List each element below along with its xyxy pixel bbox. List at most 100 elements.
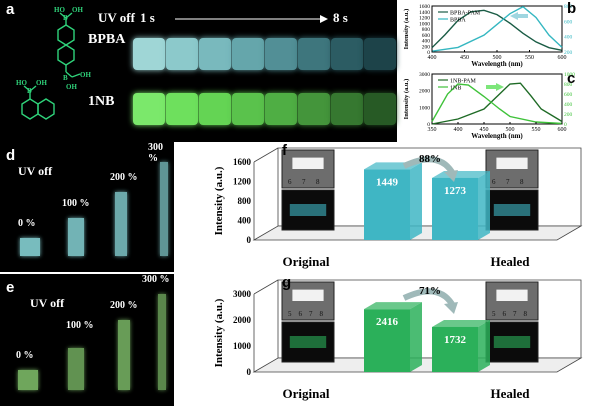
onb-square-6 [298,93,330,125]
ruler-digit: 5 [492,310,496,318]
ruler-digit: 6 [299,310,303,318]
onb-square-7 [331,93,363,125]
y2-tick-label: 600 [564,92,573,98]
strip-4 [158,294,166,390]
panel-label-f: f [282,142,287,159]
recovery-arrow-head [444,170,458,182]
svg-text:B: B [63,14,68,22]
series-line-1 [431,82,563,125]
y2-tick-label: 200 [564,50,573,56]
y-tick-label: 1200 [419,16,430,22]
y-tick-label: 0 [427,50,430,56]
strip-1 [20,238,40,256]
y-tick-label: 1400 [419,10,430,16]
strips-e: 0 % 100 % 200 % 300 % [0,274,174,406]
y-axis-label: Intensity (a.u.) [213,298,225,367]
pct-label-2: 100 % [66,320,94,331]
original-photo-uv-glow [289,204,327,216]
x-tick-label: 500 [493,55,502,61]
healed-photo-daylight-sample [496,157,528,169]
ruler-digit: 8 [316,178,320,186]
original-photo-uv-glow [289,336,327,348]
y-tick-label: 1600 [233,157,252,167]
recovery-arrow-icon [402,156,455,174]
bpba-square-4 [232,38,264,70]
panel-label-d: d [6,147,16,164]
strips-d: 0 % 100 % 200 % 300 % [0,142,174,272]
svg-text:HO: HO [54,6,65,14]
panel-c: 1NB-PAM 1NB 350 400 450 500 550 600 0 1000 2000 300… [400,70,591,142]
ruler-digit: 7 [309,310,313,318]
y-tick-label: 600 [422,33,431,39]
bar-value-label-2: 1732 [444,334,467,346]
svg-text:B: B [27,87,32,95]
recovery-arrow-head [444,302,458,314]
bar-value-label-1: 1449 [376,176,399,188]
panel-label-c: c [567,70,576,87]
strip-4 [160,162,168,256]
y-tick-label: 0 [427,122,430,128]
ruler-digit: 7 [513,310,517,318]
category-label-1: Original [283,386,330,401]
onb-structure-icon [21,85,55,120]
recovery-percent-label: 71% [419,285,441,297]
y2-tick-label: 1000 [564,72,575,78]
pct-label-3: 200 % [110,300,138,311]
bar-1 [364,309,410,372]
bar-value-label-1: 2416 [376,316,399,328]
y-tick-label: 1000 [419,105,430,111]
panel-label-e: e [6,279,15,296]
bar-value-label-2: 1273 [444,185,467,197]
strip-2 [68,218,84,256]
x-tick-label: 350 [428,127,437,133]
strip-3 [115,192,127,256]
y-axis-label: Intensity (a.u.) [213,166,225,235]
y-tick-label: 400 [238,216,252,226]
y2-tick-label: 800 [564,4,573,10]
y-tick-label: 800 [238,196,252,206]
time-start-label: 1 s [140,10,155,25]
ruler-digit: 6 [503,310,507,318]
original-photo-daylight-sample [292,157,324,169]
healed-photo-uv-glow [493,204,531,216]
panel-label-a: a [6,1,15,18]
category-label-2: Healed [491,386,531,401]
series-line-1 [431,9,563,51]
original-photo-daylight-sample [292,289,324,301]
series-line-2 [431,83,563,125]
y2-tick-label: 400 [564,102,573,108]
chart-f-svg: 0 400 800 1200 1600 Intensity (a.u.) 6 7 8 6 7 8 144… [213,147,583,269]
bar-side-2 [478,170,490,240]
bpba-square-1 [133,38,165,70]
x-tick-label: 550 [532,127,541,133]
x-tick-label: 450 [460,55,469,61]
legend-label-1: 1NB-PAM [450,79,476,85]
bpba-square-5 [265,38,297,70]
svg-text:HO: HO [16,79,27,87]
plot-frame [431,73,563,125]
bar-side-1 [410,302,422,372]
panel-g: 0 1000 2000 3000 Intensity (a.u.) 5 6 7 8 5 6 7 8 241… [176,274,591,406]
ruler-digit: 8 [520,178,524,186]
panel-f: 0 400 800 1200 1600 Intensity (a.u.) 6 7 8 6 7 8 144… [176,142,591,274]
panel-label-b: b [567,0,577,17]
onb-square-3 [199,93,231,125]
panel-d: d UV off 0 % 100 % 200 % 300 % [0,142,174,272]
x-axis-label: Wavelength (nm) [471,132,523,140]
strip-3 [118,320,130,390]
panel-b: BPBA-PAM BPBA 400 450 500 550 600 0 200 400 600 800… [400,0,591,70]
bar-1 [364,169,410,240]
bpba-name: BPBA [88,32,126,47]
pct-label-2: 100 % [62,198,90,209]
ruler-digit: 6 [288,178,292,186]
y-tick-label: 200 [422,44,431,50]
panel-e: e UV off 0 % 100 % 200 % 300 % [0,274,174,406]
y2-tick-label: 0 [564,122,567,128]
healed-photo-daylight-sample [496,289,528,301]
bar-side-1 [410,162,422,240]
y2-tick-label: 200 [564,112,573,118]
